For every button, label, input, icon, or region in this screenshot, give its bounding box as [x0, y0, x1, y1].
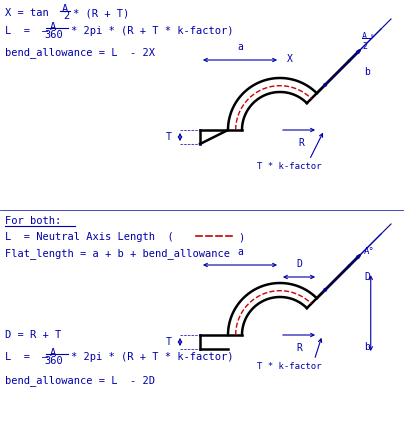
- Text: T * k-factor: T * k-factor: [257, 362, 322, 371]
- Text: * 2pi * (R + T * k-factor): * 2pi * (R + T * k-factor): [71, 26, 234, 36]
- Text: 2: 2: [362, 42, 367, 51]
- Text: bend_allowance = L  - 2X: bend_allowance = L - 2X: [5, 47, 155, 58]
- Text: –: –: [42, 26, 48, 36]
- Text: T * k-factor: T * k-factor: [257, 162, 322, 171]
- Text: * 2pi * (R + T * k-factor): * 2pi * (R + T * k-factor): [71, 352, 234, 362]
- Text: * (R + T): * (R + T): [73, 8, 129, 18]
- Text: D: D: [296, 259, 302, 269]
- Text: 2: 2: [63, 11, 69, 21]
- Text: 360: 360: [44, 356, 63, 366]
- Text: Flat_length = a + b + bend_allowance: Flat_length = a + b + bend_allowance: [5, 248, 230, 259]
- Text: D = R + T: D = R + T: [5, 330, 61, 340]
- Text: L  = Neutral Axis Length  (: L = Neutral Axis Length (: [5, 232, 174, 242]
- Text: D: D: [364, 272, 370, 282]
- Text: T: T: [166, 337, 172, 347]
- Text: For both:: For both:: [5, 216, 61, 226]
- Text: X: X: [287, 54, 293, 64]
- Text: T: T: [166, 132, 172, 142]
- Text: R: R: [296, 343, 302, 353]
- Text: A: A: [62, 4, 68, 14]
- Text: °: °: [370, 35, 375, 41]
- Text: A°: A°: [364, 247, 375, 256]
- Text: L  =: L =: [5, 352, 30, 362]
- Text: b: b: [364, 67, 370, 77]
- Text: L  =: L =: [5, 26, 30, 36]
- Text: 360: 360: [44, 30, 63, 40]
- Text: A: A: [50, 348, 56, 358]
- Text: a: a: [237, 247, 243, 257]
- Text: A: A: [50, 22, 56, 32]
- Text: –: –: [42, 352, 48, 362]
- Text: R: R: [298, 138, 304, 148]
- Text: X = tan: X = tan: [5, 8, 49, 18]
- Text: ): ): [238, 232, 244, 242]
- Text: bend_allowance = L  - 2D: bend_allowance = L - 2D: [5, 375, 155, 386]
- Text: b: b: [364, 342, 370, 351]
- Text: a: a: [237, 42, 243, 52]
- Text: A: A: [362, 32, 367, 41]
